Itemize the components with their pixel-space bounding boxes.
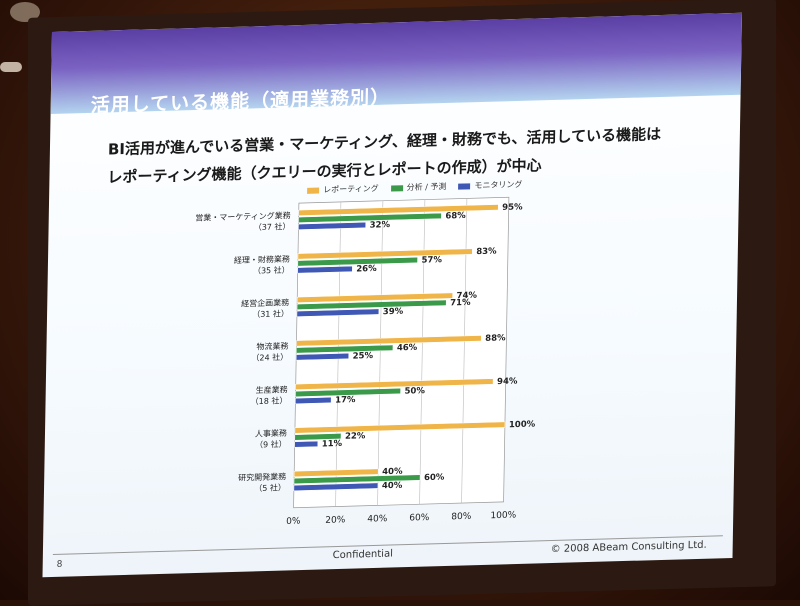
data-label: 74%: [457, 291, 478, 302]
x-tick-label: 60%: [409, 513, 430, 524]
data-label: 100%: [509, 419, 536, 430]
category-count: （18 社）: [251, 395, 288, 406]
bar: [293, 468, 379, 477]
data-label: 60%: [424, 473, 445, 484]
data-label: 46%: [397, 343, 418, 354]
category-label: 営業・マーケティング業務: [195, 210, 290, 223]
bar: [294, 433, 342, 441]
presentation-slide: 活用している機能（適用業務別） BI活用が進んでいる営業・マーケティング、経理・…: [42, 12, 742, 578]
data-label: 22%: [345, 431, 366, 442]
bar: [296, 335, 482, 347]
category-label: 生産業務: [256, 384, 288, 395]
bar-chart: 0% 20% 40% 60% 80% 100% 営業・マーケティング業務（37 社） 95% 6…: [195, 196, 536, 527]
data-label: 11%: [322, 439, 343, 450]
bar: [295, 378, 494, 390]
data-label: 39%: [383, 307, 404, 318]
bar: [295, 396, 332, 404]
x-tick-label: 40%: [367, 514, 388, 525]
data-label: 57%: [421, 255, 442, 266]
category-count: （24 社）: [251, 352, 288, 363]
category-label: 研究開発業務: [238, 471, 286, 482]
category-label: 経理・財務業務: [234, 254, 290, 266]
data-label: 25%: [353, 351, 374, 362]
category-count: （5 社）: [254, 482, 286, 493]
bar: [298, 212, 442, 223]
x-tick-label: 0%: [286, 517, 301, 527]
bar: [294, 421, 506, 434]
bar: [296, 344, 394, 354]
category-count: （35 社）: [253, 265, 290, 276]
category-label: 物流業務: [256, 341, 288, 352]
bar: [298, 221, 366, 230]
bar: [295, 352, 350, 361]
data-label: 94%: [497, 376, 518, 387]
x-tick-label: 80%: [451, 512, 472, 523]
page-number: 8: [56, 559, 63, 570]
x-tick-label: 20%: [325, 515, 346, 526]
data-label: 50%: [404, 386, 425, 397]
data-label: 40%: [382, 467, 403, 478]
bar: [297, 248, 473, 260]
data-label: 32%: [370, 220, 391, 231]
bar: [293, 474, 421, 484]
bar: [296, 292, 453, 303]
data-label: 88%: [485, 333, 506, 344]
bar: [296, 299, 447, 310]
bar: [298, 204, 499, 216]
category-count: （31 社）: [252, 308, 289, 319]
data-label: 40%: [382, 481, 403, 492]
bar: [293, 482, 379, 492]
bar: [297, 265, 353, 274]
data-label: 26%: [356, 264, 377, 275]
bar: [296, 308, 380, 317]
bar: [294, 440, 319, 448]
category-label: 経営企画業務: [241, 297, 289, 308]
category-label: 人事業務: [255, 428, 287, 439]
category-count: （9 社）: [255, 439, 287, 450]
bar: [297, 257, 418, 267]
data-label: 95%: [502, 202, 523, 213]
wall-lamp: [0, 62, 22, 72]
data-label: 17%: [335, 395, 356, 406]
footer-confidential: Confidential: [332, 548, 394, 562]
category-count: （37 社）: [254, 221, 291, 232]
data-label: 68%: [445, 211, 466, 222]
x-tick-label: 100%: [490, 511, 516, 522]
data-label: 83%: [476, 247, 497, 258]
bar: [295, 388, 401, 397]
data-label: 71%: [450, 298, 471, 309]
